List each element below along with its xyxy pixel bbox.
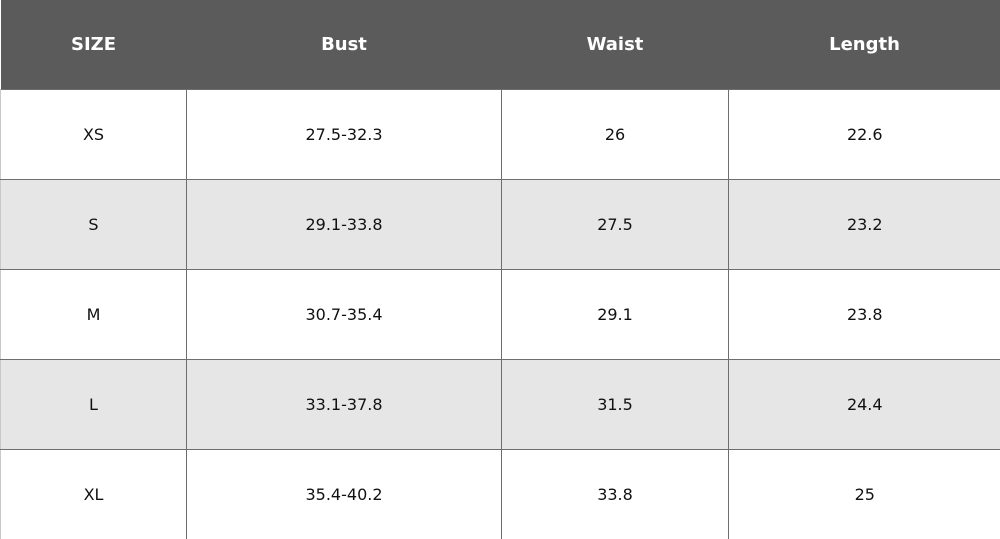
cell-bust: 35.4-40.2: [187, 450, 502, 539]
cell-length: 24.4: [729, 360, 1000, 450]
table-row: M 30.7-35.4 29.1 23.8: [1, 270, 1000, 360]
cell-length: 25: [729, 450, 1000, 539]
cell-size: XL: [1, 450, 187, 539]
table-row: XS 27.5-32.3 26 22.6: [1, 90, 1000, 180]
table-row: S 29.1-33.8 27.5 23.2: [1, 180, 1000, 270]
cell-size: L: [1, 360, 187, 450]
header-size: SIZE: [1, 0, 187, 90]
cell-waist: 26: [502, 90, 729, 180]
cell-length: 23.8: [729, 270, 1000, 360]
cell-size: XS: [1, 90, 187, 180]
cell-length: 23.2: [729, 180, 1000, 270]
header-row: SIZE Bust Waist Length: [1, 0, 1000, 90]
size-chart-header: SIZE Bust Waist Length: [1, 0, 1000, 90]
cell-bust: 27.5-32.3: [187, 90, 502, 180]
header-length: Length: [729, 0, 1000, 90]
cell-waist: 33.8: [502, 450, 729, 539]
size-chart-body: XS 27.5-32.3 26 22.6 S 29.1-33.8 27.5 23…: [1, 90, 1000, 539]
cell-waist: 29.1: [502, 270, 729, 360]
header-waist: Waist: [502, 0, 729, 90]
table-row: XL 35.4-40.2 33.8 25: [1, 450, 1000, 539]
cell-waist: 31.5: [502, 360, 729, 450]
header-bust: Bust: [187, 0, 502, 90]
cell-bust: 29.1-33.8: [187, 180, 502, 270]
cell-size: M: [1, 270, 187, 360]
cell-size: S: [1, 180, 187, 270]
cell-bust: 33.1-37.8: [187, 360, 502, 450]
cell-waist: 27.5: [502, 180, 729, 270]
cell-bust: 30.7-35.4: [187, 270, 502, 360]
table-row: L 33.1-37.8 31.5 24.4: [1, 360, 1000, 450]
cell-length: 22.6: [729, 90, 1000, 180]
